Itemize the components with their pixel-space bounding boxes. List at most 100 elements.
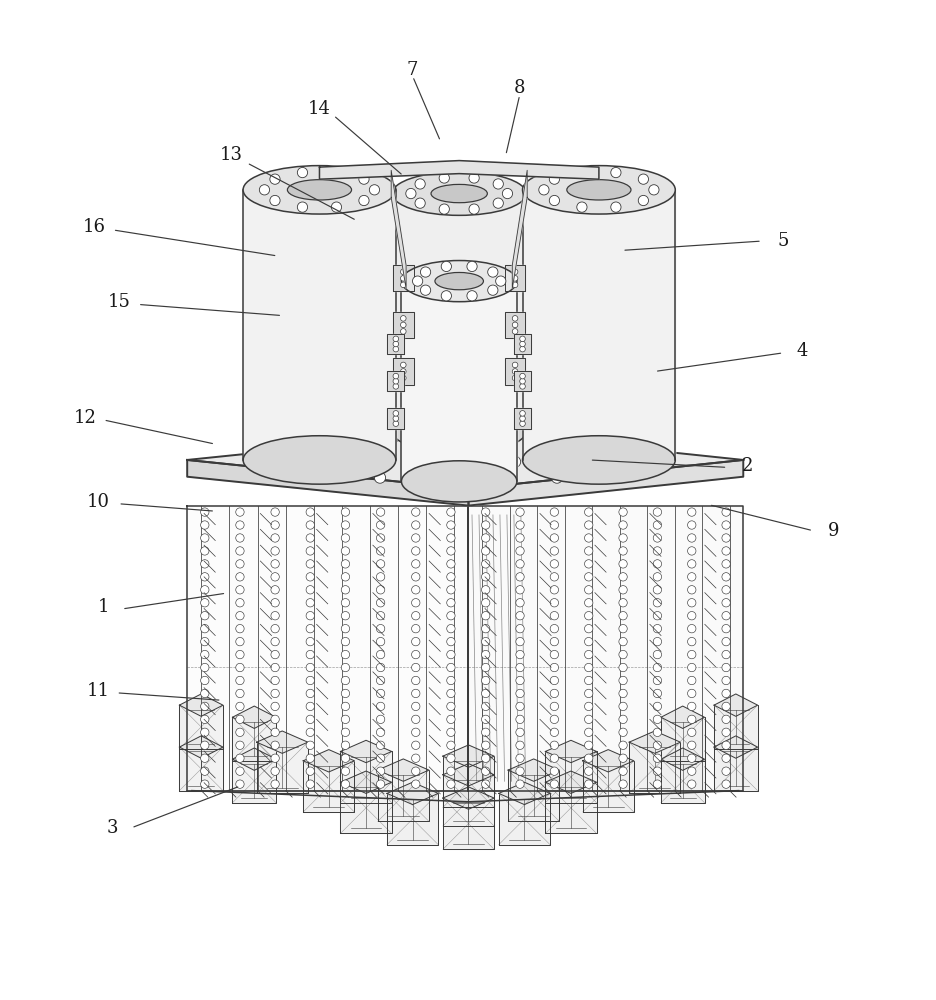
Circle shape [306, 650, 314, 659]
Circle shape [441, 261, 451, 272]
Circle shape [439, 173, 449, 183]
Circle shape [721, 599, 729, 607]
Circle shape [376, 521, 385, 529]
Circle shape [687, 741, 695, 749]
Text: 14: 14 [308, 100, 330, 118]
Circle shape [721, 560, 729, 568]
Circle shape [271, 741, 279, 749]
Circle shape [306, 780, 314, 788]
Circle shape [481, 534, 490, 542]
Circle shape [584, 547, 592, 555]
Circle shape [411, 560, 419, 568]
Circle shape [270, 174, 280, 184]
Circle shape [516, 780, 523, 788]
Circle shape [610, 167, 621, 178]
Polygon shape [443, 745, 493, 767]
Circle shape [446, 754, 455, 762]
Circle shape [200, 663, 209, 672]
Circle shape [200, 547, 209, 555]
Polygon shape [401, 281, 517, 481]
Circle shape [271, 624, 279, 633]
Circle shape [618, 637, 626, 646]
Circle shape [200, 676, 209, 685]
Circle shape [495, 276, 505, 286]
Polygon shape [514, 371, 531, 391]
Circle shape [306, 586, 314, 594]
Circle shape [376, 689, 385, 698]
Circle shape [376, 754, 385, 762]
Circle shape [584, 624, 592, 633]
Circle shape [376, 663, 385, 672]
Circle shape [584, 586, 592, 594]
Circle shape [446, 547, 455, 555]
Text: 4: 4 [796, 342, 807, 360]
Circle shape [584, 599, 592, 607]
Circle shape [618, 754, 626, 762]
Polygon shape [443, 787, 493, 809]
Circle shape [492, 179, 503, 189]
Circle shape [271, 560, 279, 568]
Circle shape [549, 702, 558, 711]
Circle shape [481, 612, 490, 620]
Circle shape [481, 586, 490, 594]
Circle shape [652, 534, 661, 542]
Circle shape [411, 702, 419, 711]
Circle shape [611, 437, 622, 448]
Circle shape [516, 741, 523, 749]
Circle shape [411, 780, 419, 788]
Circle shape [392, 373, 398, 379]
Circle shape [519, 336, 525, 342]
Circle shape [306, 754, 314, 762]
Ellipse shape [242, 436, 395, 484]
Circle shape [584, 534, 592, 542]
Circle shape [652, 547, 661, 555]
Circle shape [519, 346, 525, 352]
Circle shape [411, 663, 419, 672]
Circle shape [341, 754, 349, 762]
Polygon shape [713, 747, 757, 791]
Circle shape [687, 715, 695, 724]
Circle shape [618, 599, 626, 607]
Circle shape [637, 195, 648, 206]
Polygon shape [401, 281, 517, 481]
Circle shape [512, 375, 518, 381]
Polygon shape [232, 717, 276, 761]
Text: 11: 11 [86, 682, 110, 700]
Polygon shape [713, 694, 757, 716]
Text: 12: 12 [73, 409, 96, 427]
Circle shape [271, 612, 279, 620]
Circle shape [584, 715, 592, 724]
Circle shape [411, 586, 419, 594]
Circle shape [721, 547, 729, 555]
Circle shape [618, 534, 626, 542]
Circle shape [306, 767, 314, 775]
Circle shape [481, 715, 490, 724]
Circle shape [687, 624, 695, 633]
Circle shape [721, 650, 729, 659]
Circle shape [400, 322, 405, 328]
Circle shape [271, 663, 279, 672]
Text: 5: 5 [777, 232, 788, 250]
Polygon shape [660, 706, 704, 728]
Circle shape [236, 754, 244, 762]
Circle shape [271, 508, 279, 516]
Polygon shape [388, 371, 403, 391]
Circle shape [721, 715, 729, 724]
Circle shape [236, 547, 244, 555]
Circle shape [549, 780, 558, 788]
Circle shape [411, 650, 419, 659]
Circle shape [512, 329, 518, 334]
Polygon shape [468, 506, 742, 791]
Circle shape [400, 375, 405, 381]
Circle shape [341, 741, 349, 749]
Circle shape [306, 534, 314, 542]
Circle shape [516, 573, 523, 581]
Circle shape [271, 547, 279, 555]
Circle shape [652, 521, 661, 529]
Circle shape [376, 767, 385, 775]
Circle shape [236, 702, 244, 711]
Circle shape [200, 624, 209, 633]
Circle shape [549, 767, 558, 775]
Polygon shape [545, 782, 596, 833]
Circle shape [481, 637, 490, 646]
